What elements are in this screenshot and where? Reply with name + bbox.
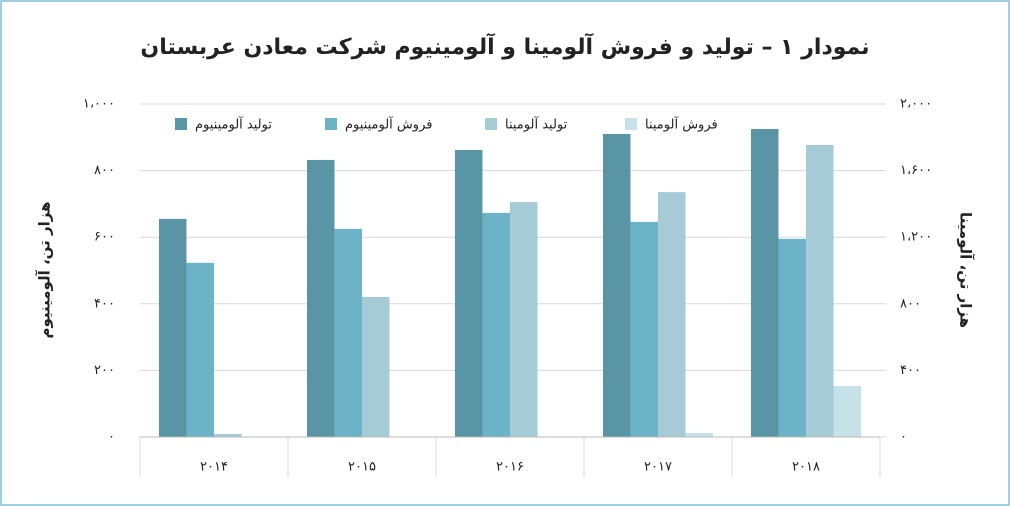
y-axis-title: هزار تن، آلومینیوم — [36, 201, 54, 338]
legend-swatch — [485, 118, 497, 130]
legend-label: تولید آلومینا — [505, 116, 568, 133]
bar — [510, 202, 538, 437]
bar — [307, 159, 335, 437]
bar — [214, 434, 242, 437]
y-tick-label: ۶۰۰ — [94, 230, 115, 245]
x-tick-label: ۲۰۱۸ — [792, 460, 820, 475]
y2-tick-label: ۲،۰۰۰ — [900, 97, 932, 112]
bar — [362, 296, 390, 437]
legend-swatch — [625, 118, 637, 130]
bar — [334, 228, 362, 437]
bar — [186, 262, 214, 437]
bar — [482, 212, 510, 437]
legend-label: فروش آلومینیوم — [345, 116, 432, 133]
chart-title: نمودار ۱ – تولید و فروش آلومینا و آلومین… — [140, 32, 869, 60]
x-tick-label: ۲۰۱۴ — [200, 460, 228, 475]
x-tick-label: ۲۰۱۶ — [496, 460, 524, 475]
bar — [751, 128, 779, 437]
bar — [455, 149, 483, 438]
y2-tick-label: ۴۰۰ — [900, 363, 921, 378]
y-tick-label: ۴۰۰ — [94, 296, 115, 311]
y-tick-label: ۸۰۰ — [94, 163, 115, 178]
legend-swatch — [175, 118, 187, 130]
y-tick-label: ۲۰۰ — [94, 363, 115, 378]
bar — [603, 133, 631, 437]
bar — [778, 238, 806, 437]
legend-swatch — [325, 118, 337, 130]
bar — [658, 192, 686, 437]
bar — [630, 221, 658, 437]
x-tick-label: ۲۰۱۷ — [644, 460, 672, 475]
legend-label: فروش آلومینا — [645, 116, 718, 133]
y2-tick-label: ۰ — [900, 430, 907, 445]
y2-axis-title: هزار تن، آلومینا — [957, 212, 975, 328]
y-tick-label: ۱،۰۰۰ — [83, 97, 115, 112]
x-tick-label: ۲۰۱۵ — [348, 460, 376, 475]
y-tick-label: ۰ — [108, 430, 115, 445]
bar — [159, 218, 187, 437]
bar — [833, 386, 861, 437]
y2-tick-label: ۱،۲۰۰ — [900, 230, 932, 245]
legend-label: تولید آلومینیوم — [195, 116, 272, 133]
y2-tick-label: ۱،۶۰۰ — [900, 163, 932, 178]
bar — [685, 433, 713, 437]
y2-tick-label: ۸۰۰ — [900, 296, 921, 311]
bar — [806, 144, 834, 438]
